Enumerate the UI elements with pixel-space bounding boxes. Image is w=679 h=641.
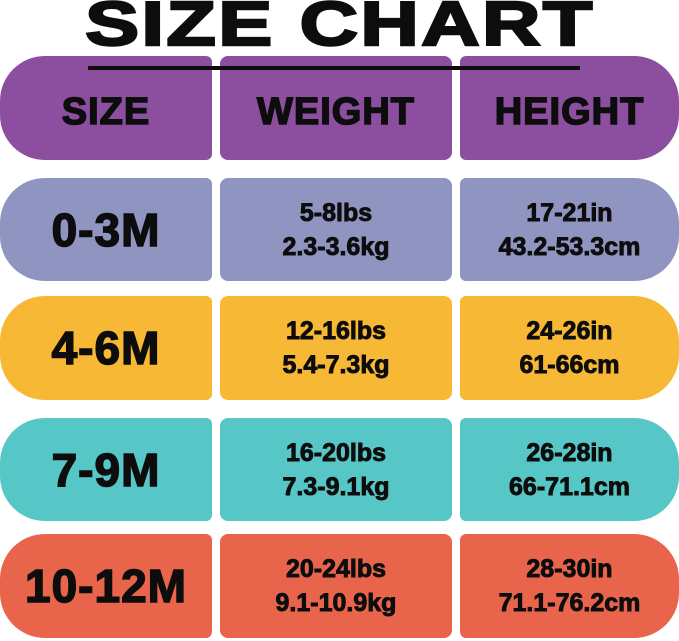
header-label-weight: WEIGHT [256,90,415,134]
height-in: 26-28in [526,438,613,467]
height-in: 28-30in [526,555,613,584]
size-value: 10-12M [24,559,187,613]
header-label-size: SIZE [61,90,151,134]
table-row-10-12m: 10-12M 20-24lbs 9.1-10.9kg 28-30in 71.1-… [0,534,679,638]
size-value: 4-6M [51,321,161,375]
page-title-text: SIZE CHART [83,0,595,59]
size-cell: 7-9M [0,418,212,521]
header-label-height: HEIGHT [494,90,645,134]
header-cell-height: HEIGHT [460,56,679,160]
weight-lbs: 16-20lbs [285,438,387,467]
weight-kg: 5.4-7.3kg [282,351,390,380]
height-cell: 26-28in 66-71.1cm [460,418,679,521]
height-cell: 17-21in 43.2-53.3cm [460,178,679,281]
table-row-7-9m: 7-9M 16-20lbs 7.3-9.1kg 26-28in 66-71.1c… [0,418,679,521]
weight-kg: 9.1-10.9kg [275,589,397,618]
page-title: SIZE CHART [0,0,679,59]
weight-cell: 5-8lbs 2.3-3.6kg [220,178,452,281]
size-cell: 0-3M [0,178,212,281]
size-value: 0-3M [51,203,161,257]
weight-cell: 20-24lbs 9.1-10.9kg [220,534,452,638]
table-row-4-6m: 4-6M 12-16lbs 5.4-7.3kg 24-26in 61-66cm [0,296,679,400]
weight-cell: 16-20lbs 7.3-9.1kg [220,418,452,521]
title-underline [88,66,580,70]
weight-kg: 7.3-9.1kg [282,472,390,501]
weight-lbs: 5-8lbs [299,198,373,227]
weight-lbs: 20-24lbs [285,555,387,584]
size-cell: 10-12M [0,534,212,638]
size-value: 7-9M [51,443,161,497]
height-in: 17-21in [526,198,613,227]
table-row-0-3m: 0-3M 5-8lbs 2.3-3.6kg 17-21in 43.2-53.3c… [0,178,679,281]
table-header-row: SIZE WEIGHT HEIGHT [0,56,679,160]
height-cm: 71.1-76.2cm [498,589,641,618]
height-in: 24-26in [526,317,613,346]
weight-lbs: 12-16lbs [285,317,387,346]
size-cell: 4-6M [0,296,212,400]
height-cell: 24-26in 61-66cm [460,296,679,400]
height-cm: 61-66cm [519,351,620,380]
weight-cell: 12-16lbs 5.4-7.3kg [220,296,452,400]
weight-kg: 2.3-3.6kg [282,232,390,261]
height-cm: 43.2-53.3cm [498,232,641,261]
header-cell-size: SIZE [0,56,212,160]
height-cm: 66-71.1cm [509,472,631,501]
header-cell-weight: WEIGHT [220,56,452,160]
height-cell: 28-30in 71.1-76.2cm [460,534,679,638]
